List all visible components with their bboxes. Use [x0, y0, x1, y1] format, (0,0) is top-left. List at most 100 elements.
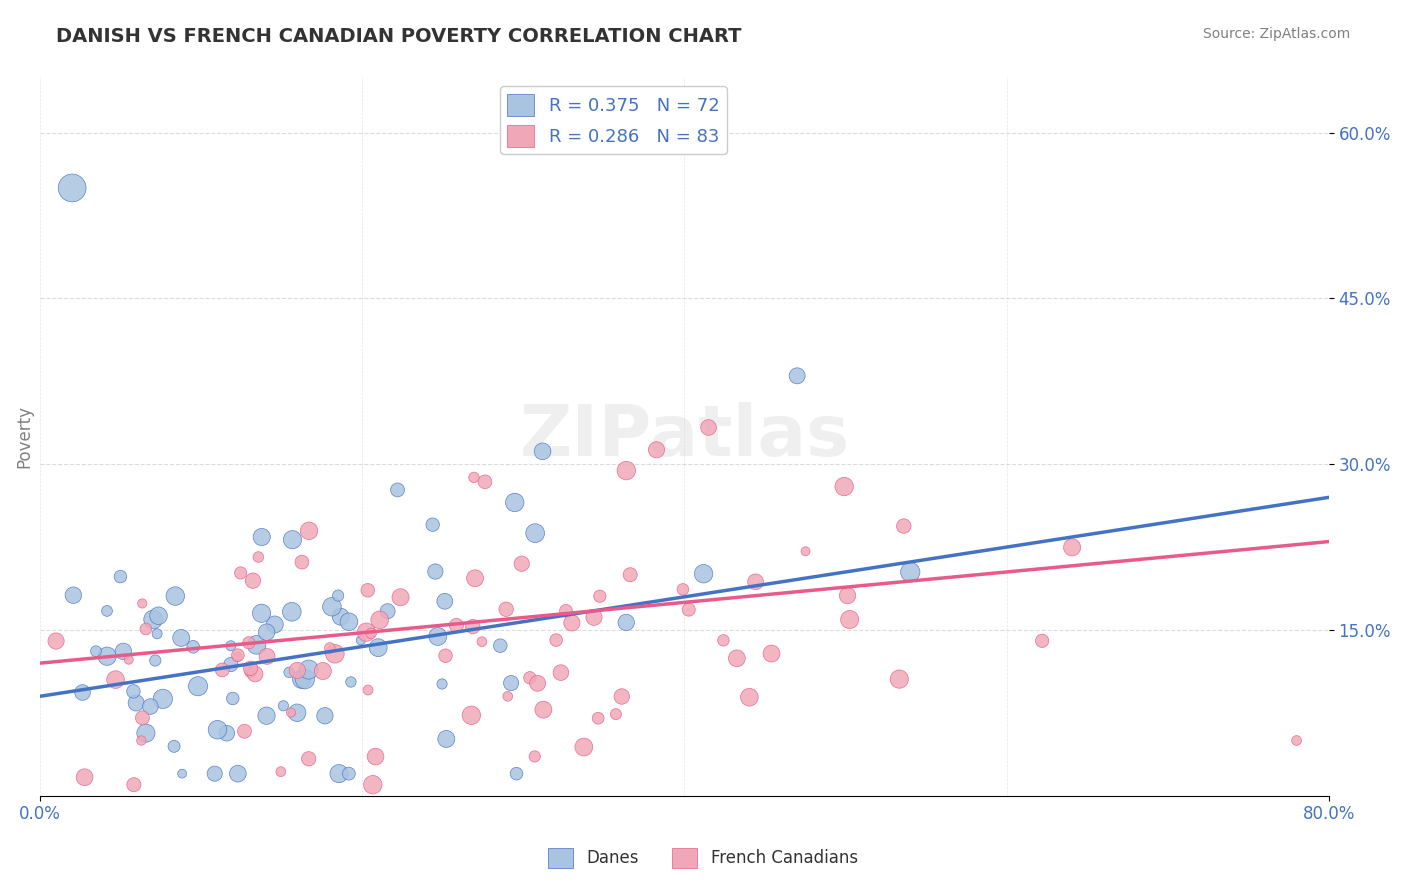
- Point: [761, 647, 783, 661]
- Point: [523, 749, 546, 764]
- Point: [187, 679, 209, 693]
- Point: [446, 618, 468, 632]
- Point: [697, 420, 720, 434]
- Y-axis label: Poverty: Poverty: [15, 405, 32, 468]
- Point: [503, 495, 526, 509]
- Point: [744, 574, 766, 589]
- Point: [131, 597, 153, 611]
- Point: [242, 574, 264, 588]
- Point: [501, 676, 523, 690]
- Point: [786, 368, 808, 383]
- Point: [434, 648, 457, 663]
- Point: [222, 691, 245, 706]
- Point: [172, 766, 194, 780]
- Point: [122, 778, 145, 792]
- Point: [360, 626, 382, 640]
- Point: [143, 653, 166, 667]
- Point: [238, 636, 260, 650]
- Point: [328, 766, 350, 780]
- Point: [389, 591, 412, 605]
- Point: [387, 483, 409, 497]
- Point: [256, 625, 278, 640]
- Point: [713, 633, 735, 648]
- Point: [239, 661, 262, 675]
- Point: [204, 766, 226, 780]
- Point: [281, 605, 304, 619]
- Point: [247, 549, 270, 564]
- Legend: Danes, French Canadians: Danes, French Canadians: [541, 841, 865, 875]
- Point: [73, 770, 96, 784]
- Point: [112, 644, 135, 658]
- Point: [357, 683, 380, 698]
- Point: [96, 649, 118, 664]
- Point: [434, 731, 457, 746]
- Point: [367, 640, 389, 655]
- Point: [489, 639, 512, 653]
- Point: [229, 566, 252, 580]
- Point: [460, 708, 482, 723]
- Point: [314, 708, 336, 723]
- Point: [291, 555, 314, 569]
- Point: [838, 613, 860, 627]
- Point: [319, 640, 342, 655]
- Point: [326, 589, 349, 603]
- Point: [586, 711, 609, 725]
- Point: [298, 524, 321, 538]
- Point: [96, 604, 118, 618]
- Point: [152, 691, 174, 706]
- Text: DANISH VS FRENCH CANADIAN POVERTY CORRELATION CHART: DANISH VS FRENCH CANADIAN POVERTY CORREL…: [56, 27, 742, 45]
- Point: [377, 604, 399, 618]
- Point: [298, 752, 321, 766]
- Point: [60, 181, 83, 195]
- Point: [146, 627, 169, 641]
- Point: [226, 649, 249, 664]
- Point: [471, 634, 494, 648]
- Point: [280, 706, 302, 720]
- Point: [582, 610, 605, 624]
- Point: [62, 588, 84, 602]
- Point: [426, 629, 449, 643]
- Point: [45, 634, 67, 648]
- Point: [832, 479, 855, 493]
- Point: [337, 766, 360, 780]
- Point: [678, 602, 700, 616]
- Point: [546, 633, 568, 648]
- Point: [837, 589, 859, 603]
- Point: [323, 647, 346, 661]
- Point: [294, 672, 316, 686]
- Point: [243, 667, 266, 681]
- Point: [531, 703, 554, 717]
- Point: [889, 672, 911, 686]
- Point: [72, 685, 94, 699]
- Point: [619, 567, 641, 582]
- Point: [139, 699, 162, 714]
- Point: [357, 583, 380, 598]
- Point: [291, 673, 314, 687]
- Point: [142, 612, 165, 626]
- Point: [645, 442, 668, 457]
- Point: [250, 530, 273, 544]
- Point: [510, 557, 533, 571]
- Point: [256, 708, 278, 723]
- Point: [572, 739, 595, 754]
- Point: [170, 631, 193, 645]
- Point: [368, 613, 391, 627]
- Point: [135, 726, 157, 740]
- Point: [118, 653, 141, 667]
- Point: [555, 604, 578, 618]
- Point: [263, 617, 285, 632]
- Point: [422, 517, 444, 532]
- Point: [589, 589, 612, 603]
- Point: [226, 766, 249, 780]
- Point: [526, 676, 548, 690]
- Point: [1031, 633, 1053, 648]
- Point: [531, 444, 554, 458]
- Point: [181, 640, 204, 654]
- Point: [163, 739, 186, 754]
- Point: [256, 649, 278, 664]
- Point: [125, 696, 148, 710]
- Point: [725, 651, 748, 665]
- Point: [350, 633, 373, 648]
- Point: [893, 519, 915, 533]
- Point: [464, 571, 486, 585]
